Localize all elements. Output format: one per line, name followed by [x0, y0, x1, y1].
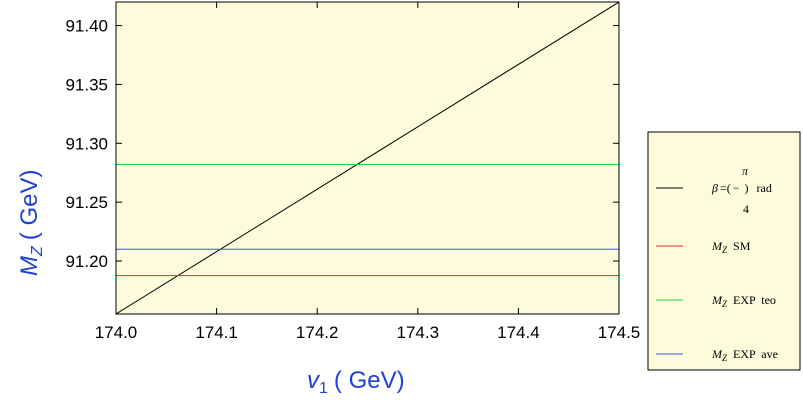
x-axis-unit: ( GeV)	[334, 367, 405, 394]
x-tick-label: 174.1	[195, 323, 238, 342]
y-tick-label: 91.35	[65, 75, 108, 94]
legend-mz-sm-var: M	[711, 239, 723, 253]
legend-mz-teo-var: M	[711, 293, 723, 307]
legend-mz-teo-sub: Z	[722, 299, 728, 309]
legend: β =(−) rad π 4 MZ SM MZ EXP teo MZ EXP ave	[647, 131, 801, 371]
legend-mz-ave-text: EXP ave	[733, 347, 778, 361]
legend-label-beta: β =(−) rad	[711, 181, 772, 195]
series-line-beta	[116, 2, 619, 314]
legend-mz-teo-text: EXP teo	[733, 293, 776, 307]
legend-mz-sm-sub: Z	[722, 245, 728, 255]
y-axis-sub: Z	[29, 245, 46, 257]
plot-frame	[115, 1, 620, 315]
y-axis-var: M	[16, 256, 43, 276]
legend-beta-frac-den: 4	[743, 202, 749, 216]
y-tick-label: 91.25	[65, 193, 108, 212]
legend-mz-ave-sub: Z	[722, 353, 728, 363]
y-tick-label: 91.40	[65, 17, 108, 36]
y-axis-title: MZ ( GeV)	[16, 170, 46, 276]
x-axis-sub: 1	[319, 380, 328, 397]
x-tick-label: 174.3	[397, 323, 440, 342]
legend-beta-eq: =(	[720, 181, 731, 195]
legend-beta-close: )	[745, 181, 749, 195]
legend-beta-frac-bar: −	[733, 181, 740, 195]
legend-beta-symbol: β	[711, 181, 718, 195]
x-tick-label: 174.4	[497, 323, 540, 342]
x-tick-label: 174.5	[598, 323, 641, 342]
x-axis-title: v1 ( GeV)	[307, 367, 405, 397]
x-tick-label: 174.0	[95, 323, 138, 342]
legend-mz-sm-text: SM	[733, 239, 751, 253]
x-tick-label: 174.2	[296, 323, 339, 342]
legend-box	[647, 131, 801, 371]
legend-label-mz-exp-ave: MZ EXP ave	[711, 347, 778, 363]
x-axis-var: v	[307, 367, 321, 394]
legend-beta-frac-num: π	[742, 164, 749, 178]
legend-label-mz-sm: MZ SM	[711, 239, 751, 255]
legend-mz-ave-var: M	[711, 347, 723, 361]
y-tick-label: 91.30	[65, 134, 108, 153]
legend-beta-unit: rad	[757, 181, 772, 195]
y-axis-unit: ( GeV)	[16, 170, 43, 241]
legend-label-mz-exp-teo: MZ EXP teo	[711, 293, 776, 309]
y-tick-label: 91.20	[65, 252, 108, 271]
